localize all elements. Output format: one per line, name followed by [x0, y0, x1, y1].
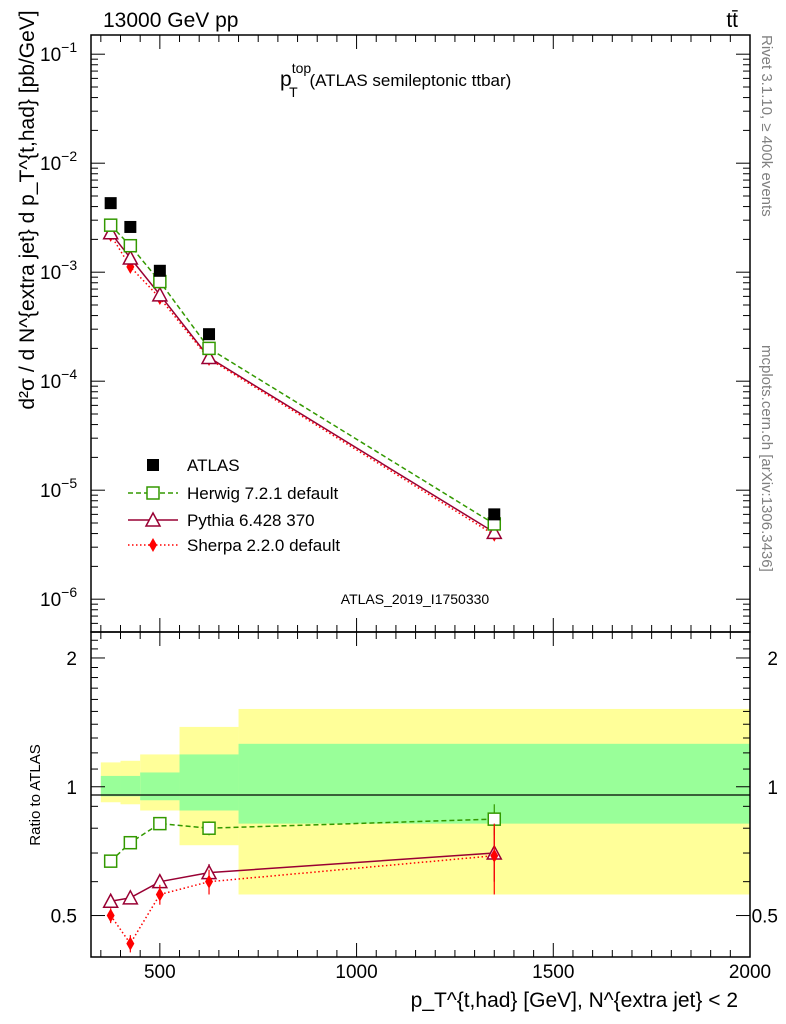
main-pythia-point [102, 224, 119, 240]
ratio-pythia-point [102, 892, 119, 908]
main-y-tick-base: 10 [40, 263, 61, 284]
x-tick-label: 1500 [532, 962, 574, 983]
main-pythia-point [151, 286, 169, 302]
mcplots-label: mcplots.cern.ch [arXiv:1306.3436] [758, 345, 775, 572]
legend-atlas-marker [147, 459, 159, 471]
main-y-tick-label: 10−4 [40, 366, 77, 393]
main-y-tick-base: 10 [40, 45, 61, 66]
main-y-tick-exp: −4 [61, 366, 77, 382]
ratio-band-inner [140, 772, 180, 801]
ratio-uncertainty-bands [100, 708, 751, 895]
ratio-y-tick-label-right: 2 [767, 649, 778, 670]
legend-sherpa-label: Sherpa 2.2.0 default [187, 536, 340, 555]
ratio-y-tick-label-left: 1 [66, 778, 77, 799]
main-y-tick-label: 10−5 [40, 475, 77, 502]
watermark: ATLAS_2019_I1750330 [341, 591, 490, 607]
main-y-tick-label: 10−1 [40, 39, 77, 66]
legend: ATLAS Herwig 7.2.1 default Pythia 6.428 … [128, 456, 340, 555]
ratio-band-inner [179, 754, 239, 811]
main-y-tick-exp: −3 [61, 257, 77, 273]
ratio-sherpa-point [490, 848, 499, 863]
main-pythia-point [486, 523, 503, 540]
ratio-y-tick-label-right: 0.5 [752, 907, 778, 928]
ratio-y-tick-label-right: 1 [767, 778, 778, 799]
main-y-tick-label: 10−6 [40, 584, 77, 611]
x-tick-label: 2000 [729, 962, 771, 983]
main-title-p: p [280, 68, 292, 91]
legend-herwig-label: Herwig 7.2.1 default [187, 484, 338, 503]
main-atlas-point [488, 508, 501, 521]
ratio-band-inner [100, 775, 121, 797]
ratio-sherpa-point [155, 887, 164, 902]
ratio-herwig-point [487, 812, 502, 826]
y-axis-label: d²σ / d N^{extra jet} d p_T^{t,had} [pb/… [16, 10, 39, 409]
main-y-tick-exp: −1 [61, 39, 77, 55]
main-y-tick-base: 10 [40, 372, 61, 393]
ratio-herwig-point [153, 816, 167, 831]
x-tick-label: 500 [144, 962, 176, 983]
main-herwig-point [103, 218, 118, 232]
ratio-herwig-point [103, 854, 118, 868]
main-title-rest: (ATLAS semileptonic ttbar) [305, 71, 512, 90]
x-tick-label: 1000 [335, 962, 377, 983]
ratio-y-tick-label-left: 2 [66, 649, 77, 670]
main-atlas-point [124, 220, 137, 233]
ratio-band-inner [120, 775, 141, 797]
legend-herwig-marker [146, 486, 160, 500]
axis-ticks [91, 35, 751, 958]
rivet-label: Rivet 3.1.10, ≥ 400k events [758, 35, 775, 217]
legend-pythia-marker [144, 511, 162, 527]
ratio-sherpa-point [126, 936, 135, 951]
main-y-tick-label: 10−2 [40, 148, 77, 175]
ratio-herwig-point [202, 821, 216, 835]
main-atlas-point [153, 264, 166, 277]
ratio-herwig-point [123, 835, 138, 850]
main-y-tick-label: 10−3 [40, 257, 77, 284]
ratio-markers [102, 804, 503, 953]
legend-atlas-label: ATLAS [187, 456, 240, 475]
main-herwig-point [153, 274, 167, 289]
legend-sherpa-marker [149, 538, 157, 552]
main-pythia-point [200, 348, 218, 365]
main-herwig-point [202, 341, 216, 356]
main-y-tick-base: 10 [40, 590, 61, 611]
process-label: tt̄ [726, 9, 738, 32]
main-atlas-point [104, 197, 117, 210]
ratio-pythia-point [122, 889, 139, 905]
main-y-tick-exp: −6 [61, 584, 77, 600]
main-pythia-point [122, 249, 139, 265]
legend-pythia-label: Pythia 6.428 370 [187, 511, 315, 530]
x-axis-label: p_T^{t,had} [GeV], N^{extra jet} < 2 [411, 989, 738, 1012]
main-y-tick-exp: −2 [61, 148, 77, 164]
main-atlas-point [203, 328, 216, 341]
x-tick-labels: 500 1000 1500 2000 [144, 962, 771, 983]
main-herwig-line [110, 224, 495, 525]
main-y-tick-base: 10 [40, 154, 61, 175]
ratio-y-label: Ratio to ATLAS [27, 744, 44, 845]
main-markers [102, 197, 503, 542]
main-title: ptop T (ATLAS semileptonic ttbar) [280, 60, 511, 100]
main-y-tick-base: 10 [40, 481, 61, 502]
ratio-sherpa-point [106, 908, 115, 923]
main-title-sub: T [289, 84, 298, 100]
main-herwig-point [123, 238, 138, 253]
ratio-y-tick-labels: 2 2 1 1 0.5 0.5 [51, 649, 778, 928]
main-y-tick-exp: −5 [61, 475, 77, 491]
main-y-tick-labels: 10−110−210−310−410−510−6 [40, 39, 77, 611]
ratio-y-tick-label-left: 0.5 [51, 907, 77, 928]
energy-label: 13000 GeV pp [103, 9, 238, 32]
main-title-sup: top [292, 60, 312, 76]
ratio-sherpa-point [205, 874, 214, 889]
